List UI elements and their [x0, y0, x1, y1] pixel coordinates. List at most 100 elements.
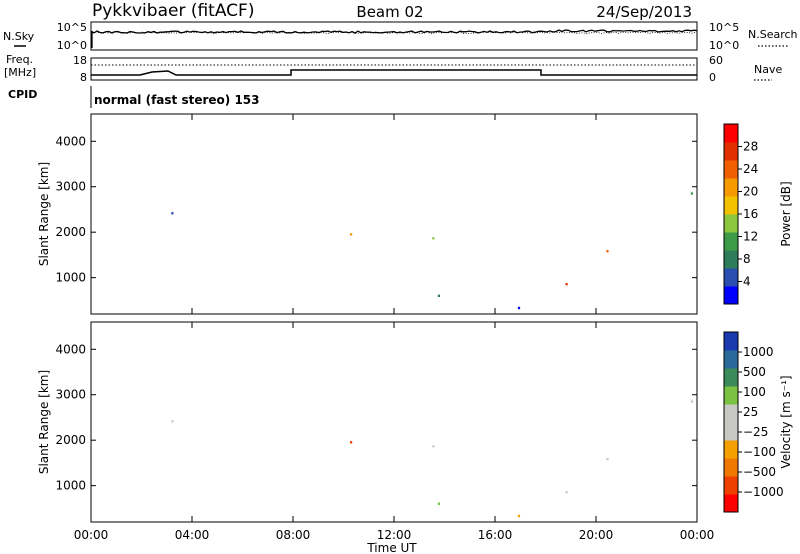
cpid-value: normal (fast stereo) 153	[94, 93, 260, 107]
power-cell	[432, 237, 435, 240]
nsky-tick-bottom: 10^0	[57, 39, 87, 52]
colorbar-swatch	[724, 124, 738, 143]
station-title: Pykkvibaer (fitACF)	[92, 1, 254, 21]
colorbar-swatch	[724, 494, 738, 513]
colorbar-swatch	[724, 332, 738, 351]
colorbar-tick-label: 16	[743, 207, 758, 221]
power-y-axis: 1000 2000 3000 4000	[55, 134, 697, 285]
nave-tick-top: 60	[709, 54, 723, 67]
velocity-ylabel: Slant Range [km]	[37, 370, 51, 474]
x-axis-label: Time UT	[366, 541, 417, 554]
colorbar-swatch	[724, 268, 738, 287]
x-tick-label: 12:00	[377, 528, 412, 542]
colorbar-tick-label: 24	[743, 162, 758, 176]
colorbar-swatch	[724, 350, 738, 369]
y-tick-label: 1000	[55, 271, 86, 285]
colorbar-swatch	[724, 286, 738, 305]
cpid-label: CPID	[8, 88, 37, 101]
date-label: 24/Sep/2013	[596, 3, 692, 21]
nsearch-label: N.Search	[748, 28, 798, 41]
velocity-cell	[350, 441, 353, 444]
power-cell	[690, 192, 693, 195]
velocity-y-axis: 1000 2000 3000 4000	[55, 342, 697, 493]
velocity-cell	[432, 445, 435, 448]
nsky-trace	[90, 29, 698, 48]
colorbar-tick-label: 20	[743, 185, 758, 199]
colorbar-tick-label: −100	[743, 445, 776, 459]
x-tick-label: 08:00	[276, 528, 311, 542]
nsearch-tick-top: 10^5	[709, 21, 739, 34]
colorbar-swatch	[724, 476, 738, 495]
x-tick-label: 20:00	[579, 528, 614, 542]
beam-label: Beam 02	[356, 3, 423, 21]
y-tick-label: 2000	[55, 225, 86, 239]
power-cell	[350, 233, 353, 236]
power-cell	[517, 306, 521, 310]
power-cell	[606, 250, 609, 253]
power-ylabel: Slant Range [km]	[37, 162, 51, 266]
colorbar-tick-label: 25	[743, 405, 758, 419]
colorbar-tick-label: 12	[743, 230, 758, 244]
colorbar-swatch	[724, 386, 738, 405]
colorbar-swatch	[724, 232, 738, 251]
nsky-tick-top: 10^5	[57, 21, 87, 34]
power-cell	[565, 283, 568, 286]
freq-tick-bottom: 8	[80, 71, 87, 84]
colorbar-swatch	[724, 404, 738, 423]
colorbar-tick-label: −1000	[743, 485, 784, 499]
y-tick-label: 1000	[55, 479, 86, 493]
velocity-colorbar-label: Velocity [m s⁻¹]	[779, 375, 793, 468]
colorbar-swatch	[724, 178, 738, 197]
power-panel-frame	[90, 113, 698, 315]
x-tick-label: 04:00	[175, 528, 210, 542]
power-colorbar: 4 8 12 16 20 24 28	[723, 123, 758, 305]
x-tick-label: 00:00	[680, 528, 715, 542]
nsearch-trace	[90, 31, 698, 34]
velocity-panel-frame	[90, 321, 698, 523]
colorbar-tick-label: −25	[743, 425, 768, 439]
x-tick-label: 16:00	[478, 528, 513, 542]
power-heatmap	[171, 192, 693, 310]
colorbar-swatch	[724, 196, 738, 215]
y-tick-label: 2000	[55, 433, 86, 447]
colorbar-swatch	[724, 458, 738, 477]
velocity-cell	[606, 458, 609, 461]
y-tick-label: 4000	[55, 342, 86, 356]
velocity-cell	[565, 491, 568, 494]
nsearch-tick-bottom: 10^0	[709, 39, 739, 52]
colorbar-tick-label: 8	[743, 252, 751, 266]
y-tick-label: 3000	[55, 180, 86, 194]
colorbar-tick-label: 500	[743, 365, 766, 379]
freq-trace	[91, 69, 697, 76]
velocity-colorbar: −1000 −500 −100 −25 25 100 500 1000	[723, 331, 784, 513]
colorbar-swatch	[724, 250, 738, 269]
velocity-cell	[171, 420, 174, 423]
colorbar-swatch	[724, 440, 738, 459]
time-x-axis: 00:00 04:00 08:00 12:00 16:00 20:00 00:00	[74, 114, 715, 542]
freq-label: Freq.	[6, 53, 33, 66]
power-cell	[171, 212, 174, 215]
colorbar-swatch	[724, 160, 738, 179]
freq-strip	[90, 57, 698, 81]
nave-tick-bottom: 0	[709, 71, 716, 84]
y-tick-label: 3000	[55, 388, 86, 402]
colorbar-frame	[723, 331, 739, 513]
colorbar-swatch	[724, 422, 738, 441]
colorbar-swatch	[724, 214, 738, 233]
velocity-heatmap	[171, 400, 693, 518]
freq-unit-label: [MHz]	[4, 66, 36, 79]
colorbar-swatch	[724, 142, 738, 161]
y-tick-label: 4000	[55, 134, 86, 148]
colorbar-tick-label: −500	[743, 465, 776, 479]
colorbar-tick-label: 4	[743, 275, 751, 289]
colorbar-tick-label: 1000	[743, 345, 774, 359]
x-tick-label: 00:00	[74, 528, 109, 542]
power-cell	[437, 294, 440, 297]
velocity-cell	[517, 514, 521, 518]
velocity-cell	[690, 400, 693, 403]
nsky-strip	[90, 21, 698, 51]
power-colorbar-label: Power [dB]	[779, 181, 793, 246]
nave-label: Nave	[754, 63, 782, 76]
velocity-cell	[437, 502, 440, 505]
